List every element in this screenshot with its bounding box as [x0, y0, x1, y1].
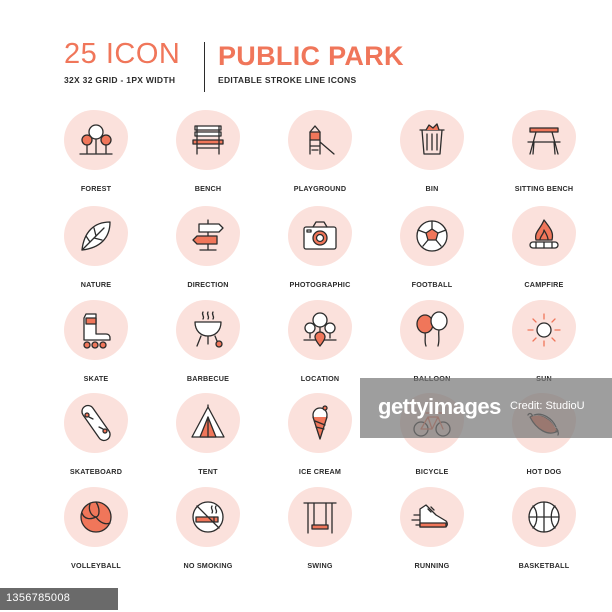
- icon-tile: DIRECTION: [152, 204, 264, 296]
- icon-tile: TENT: [152, 391, 264, 483]
- icon-label: LOCATION: [300, 374, 340, 383]
- watermark-banner: gettyimages Credit: StudioU: [360, 378, 612, 438]
- bench-icon: [186, 118, 230, 162]
- icon-label: BICYCLE: [415, 467, 449, 476]
- football-icon: [410, 214, 454, 258]
- watermark-credit: Credit: StudioU: [510, 400, 585, 412]
- location-icon: [298, 308, 342, 352]
- volleyball-icon: [74, 495, 118, 539]
- icon-tile: VOLLEYBALL: [40, 485, 152, 577]
- icon-tile: FOOTBALL: [376, 204, 488, 296]
- sun-icon: [522, 308, 566, 352]
- running-shoe-icon: [410, 495, 454, 539]
- ice-cream-icon: [298, 401, 342, 445]
- icon-tile: BIN: [376, 108, 488, 200]
- header-divider: [204, 42, 205, 92]
- icon-tile: CAMPFIRE: [488, 204, 600, 296]
- icon-label: SWING: [307, 561, 333, 570]
- watermark-id: 1356785008: [0, 588, 118, 610]
- icon-label: FOOTBALL: [411, 280, 453, 289]
- icon-label: SITTING BENCH: [514, 184, 574, 193]
- icon-label: ICE CREAM: [298, 467, 342, 476]
- campfire-icon: [522, 214, 566, 258]
- playground-icon: [298, 118, 342, 162]
- icon-tile: SUN: [488, 298, 600, 390]
- icon-label: RUNNING: [414, 561, 450, 570]
- sitting-bench-icon: [522, 118, 566, 162]
- watermark-brand: gettyimages: [378, 394, 501, 419]
- icon-tile: PLAYGROUND: [264, 108, 376, 200]
- icon-count-title: 25 ICON: [64, 38, 181, 70]
- icon-label: SKATEBOARD: [69, 467, 123, 476]
- roller-skate-icon: [74, 308, 118, 352]
- camera-icon: [298, 214, 342, 258]
- icon-label: NO SMOKING: [183, 561, 233, 570]
- icon-label: BIN: [425, 184, 439, 193]
- icon-label: FOREST: [80, 184, 112, 193]
- stroke-spec: EDITABLE STROKE LINE ICONS: [218, 75, 357, 85]
- icon-tile: BARBECUE: [152, 298, 264, 390]
- icon-tile: SWING: [264, 485, 376, 577]
- icon-tile: BENCH: [152, 108, 264, 200]
- balloon-icon: [410, 308, 454, 352]
- icon-label: NATURE: [80, 280, 112, 289]
- icon-tile: PHOTOGRAPHIC: [264, 204, 376, 296]
- icon-tile: LOCATION: [264, 298, 376, 390]
- icon-label: HOT DOG: [526, 467, 562, 476]
- basketball-icon: [522, 495, 566, 539]
- icon-backdrop: [288, 487, 352, 547]
- icon-label: PLAYGROUND: [293, 184, 347, 193]
- page-title: PUBLIC PARK: [218, 41, 404, 71]
- icon-label: SKATE: [83, 374, 109, 383]
- icon-tile: SITTING BENCH: [488, 108, 600, 200]
- icon-label: PHOTOGRAPHIC: [289, 280, 351, 289]
- icon-tile: NO SMOKING: [152, 485, 264, 577]
- icon-tile: RUNNING: [376, 485, 488, 577]
- tent-icon: [186, 401, 230, 445]
- icon-label: TENT: [198, 467, 218, 476]
- icon-label: BENCH: [194, 184, 222, 193]
- icon-backdrop: [400, 300, 464, 360]
- barbecue-icon: [186, 308, 230, 352]
- icon-label: BARBECUE: [186, 374, 230, 383]
- bin-icon: [410, 118, 454, 162]
- leaf-icon: [74, 214, 118, 258]
- icon-label: CAMPFIRE: [524, 280, 564, 289]
- no-smoking-icon: [186, 495, 230, 539]
- skateboard-icon: [74, 401, 118, 445]
- icon-tile: BASKETBALL: [488, 485, 600, 577]
- icon-tile: SKATEBOARD: [40, 391, 152, 483]
- icon-tile: SKATE: [40, 298, 152, 390]
- icon-label: VOLLEYBALL: [71, 561, 121, 570]
- icon-label: DIRECTION: [187, 280, 229, 289]
- icon-tile: NATURE: [40, 204, 152, 296]
- forest-icon: [74, 118, 118, 162]
- signpost-icon: [186, 214, 230, 258]
- header: 25 ICON 32X 32 GRID - 1PX WIDTH PUBLIC P…: [64, 38, 584, 94]
- icon-tile: ICE CREAM: [264, 391, 376, 483]
- icon-label: BASKETBALL: [518, 561, 570, 570]
- icon-tile: FOREST: [40, 108, 152, 200]
- icon-tile: BALLOON: [376, 298, 488, 390]
- icon-backdrop: [512, 110, 576, 170]
- swing-icon: [298, 495, 342, 539]
- grid-spec: 32X 32 GRID - 1PX WIDTH: [64, 75, 176, 85]
